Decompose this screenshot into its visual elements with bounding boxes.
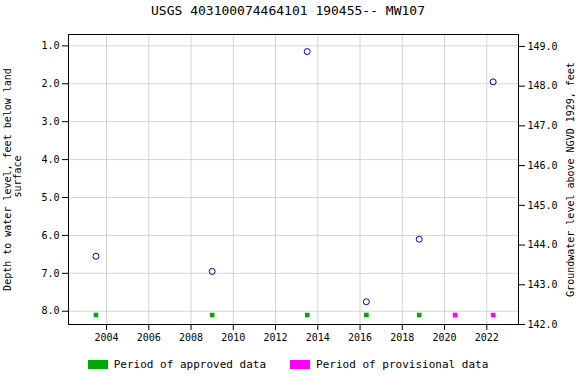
svg-text:2008: 2008	[179, 332, 203, 343]
svg-text:143.0: 143.0	[528, 279, 558, 290]
svg-text:146.0: 146.0	[528, 160, 558, 171]
svg-text:145.0: 145.0	[528, 200, 558, 211]
html-text:USGS 403100074464101 190455--: USGS 403100074464101 190455-- MW107	[151, 3, 425, 18]
svg-text:2010: 2010	[221, 332, 245, 343]
svg-text:142.0: 142.0	[528, 319, 558, 330]
svg-text:2004: 2004	[94, 332, 118, 343]
html-text:Period of provisional data: Period of provisional data	[316, 357, 489, 371]
svg-text:5.0: 5.0	[41, 192, 59, 203]
svg-text:1.0: 1.0	[41, 40, 59, 51]
svg-text:2018: 2018	[390, 332, 414, 343]
svg-text:2022: 2022	[475, 332, 499, 343]
html-text:Period of approved data: Period of approved data	[113, 357, 267, 371]
svg-text:2020: 2020	[433, 332, 457, 343]
svg-text:6.0: 6.0	[41, 230, 59, 241]
svg-text:2016: 2016	[348, 332, 372, 343]
svg-text:2012: 2012	[263, 332, 287, 343]
svg-text:144.0: 144.0	[528, 239, 558, 250]
svg-text:Groundwater level above NGVD 1: Groundwater level above NGVD 1929, feet	[565, 62, 576, 297]
svg-text:8.0: 8.0	[41, 305, 59, 316]
svg-text:3.0: 3.0	[41, 116, 59, 127]
svg-text:2014: 2014	[306, 332, 330, 343]
svg-text:Depth to water level, feet bel: Depth to water level, feet below land su…	[2, 68, 23, 291]
svg-text:149.0: 149.0	[528, 41, 558, 52]
svg-text:7.0: 7.0	[41, 268, 59, 279]
svg-text:4.0: 4.0	[41, 154, 59, 165]
svg-text:2006: 2006	[137, 332, 161, 343]
svg-text:2.0: 2.0	[41, 78, 59, 89]
svg-text:147.0: 147.0	[528, 120, 558, 131]
svg-text:148.0: 148.0	[528, 80, 558, 91]
